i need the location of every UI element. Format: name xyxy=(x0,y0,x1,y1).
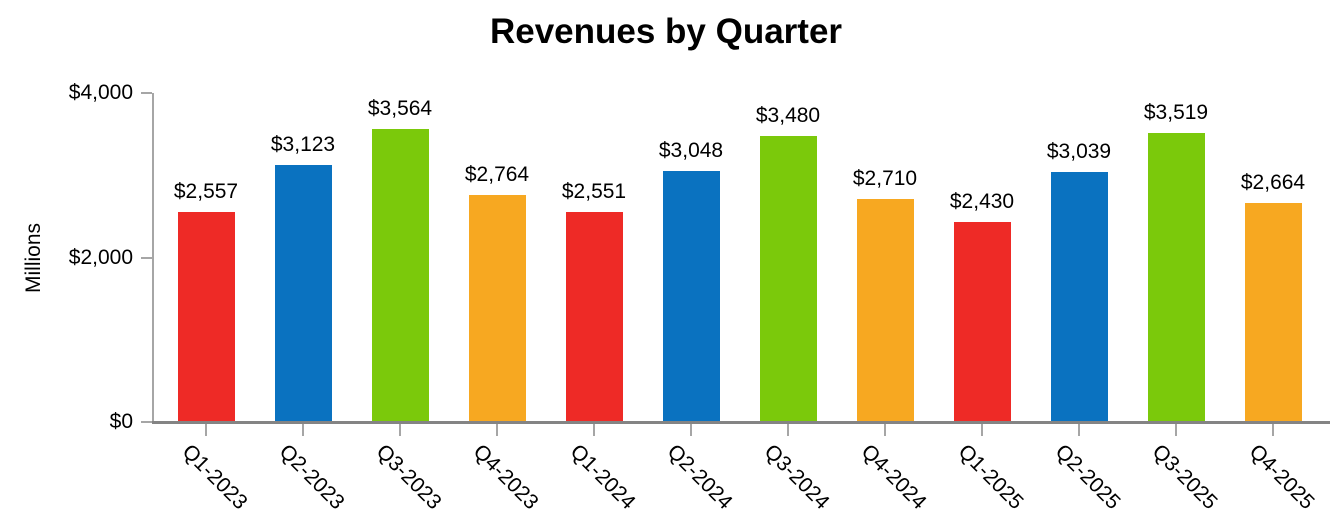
x-tick xyxy=(1078,424,1080,436)
bar xyxy=(1050,172,1108,421)
chart-title: Revenues by Quarter xyxy=(489,12,843,51)
bar xyxy=(371,128,429,421)
x-tick xyxy=(302,424,304,436)
y-tick xyxy=(141,421,152,423)
x-tick xyxy=(593,424,595,436)
x-tick-label: Q4-2025 xyxy=(1244,440,1319,515)
bar-value-label: $3,480 xyxy=(755,103,821,127)
y-tick-label: $2,000 xyxy=(68,245,133,269)
y-tick xyxy=(141,92,152,94)
x-tick-label: Q3-2023 xyxy=(371,440,446,515)
x-tick xyxy=(205,424,207,436)
bar-value-label: $3,564 xyxy=(367,96,433,120)
x-tick-label: Q2-2023 xyxy=(274,440,349,515)
x-tick-label: Q2-2025 xyxy=(1050,440,1125,515)
bar xyxy=(468,194,526,421)
x-tick xyxy=(496,424,498,436)
bar xyxy=(953,222,1011,421)
x-tick xyxy=(981,424,983,436)
x-tick-label: Q1-2025 xyxy=(953,440,1028,515)
x-tick-label: Q2-2024 xyxy=(662,440,737,515)
bar xyxy=(662,171,720,421)
bar-value-label: $2,764 xyxy=(464,162,530,186)
bar xyxy=(177,211,235,421)
x-tick-label: Q4-2023 xyxy=(468,440,543,515)
bar xyxy=(759,135,817,421)
x-tick xyxy=(1175,424,1177,436)
bar xyxy=(1244,202,1302,421)
bar-value-label: $3,519 xyxy=(1143,100,1209,124)
bar-value-label: $2,664 xyxy=(1240,170,1306,194)
x-tick xyxy=(690,424,692,436)
bar-value-label: $3,123 xyxy=(270,133,336,157)
bar xyxy=(565,212,623,421)
x-tick xyxy=(399,424,401,436)
bar-value-label: $2,430 xyxy=(949,190,1015,214)
bar-value-label: $3,039 xyxy=(1046,140,1112,164)
y-tick-label: $4,000 xyxy=(68,81,133,104)
x-tick xyxy=(1272,424,1274,436)
x-tick-label: Q4-2024 xyxy=(856,440,931,515)
x-tick-label: Q1-2024 xyxy=(565,440,640,515)
bar-value-label: $2,551 xyxy=(561,180,627,204)
y-tick-label: $0 xyxy=(109,410,133,433)
x-tick-label: Q3-2024 xyxy=(759,440,834,515)
x-tick xyxy=(787,424,789,436)
bar xyxy=(274,165,332,421)
bar-value-label: $2,710 xyxy=(852,167,918,191)
bar-value-label: $2,557 xyxy=(173,179,239,203)
bar xyxy=(1147,132,1205,421)
y-axis-line xyxy=(152,93,154,424)
x-tick-label: Q1-2023 xyxy=(177,440,252,515)
x-axis-line xyxy=(152,421,1330,424)
x-tick-label: Q3-2025 xyxy=(1147,440,1222,515)
bar xyxy=(856,199,914,421)
x-tick xyxy=(884,424,886,436)
bar-value-label: $3,048 xyxy=(658,139,724,163)
y-tick xyxy=(141,256,152,259)
